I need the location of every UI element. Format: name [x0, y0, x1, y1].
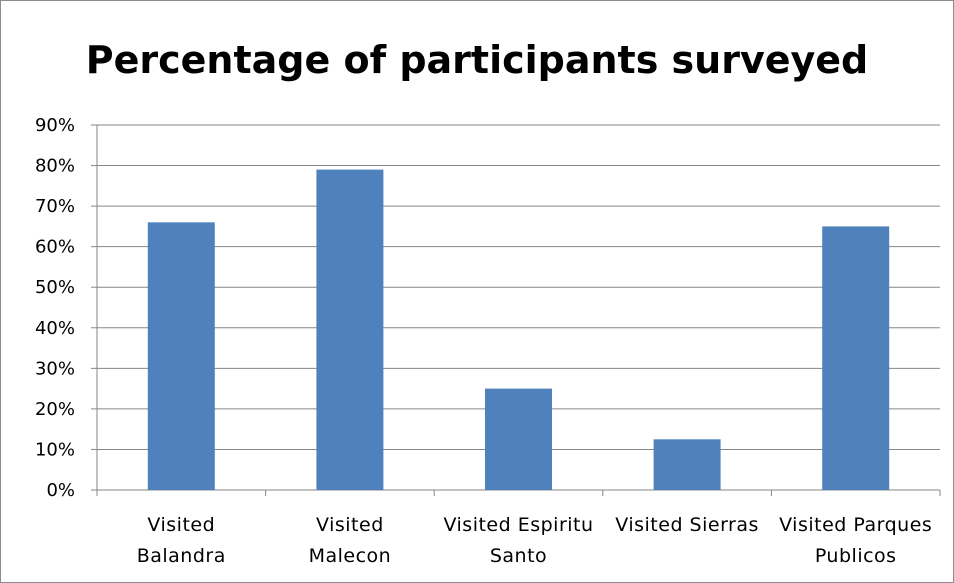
- chart-title: Percentage of participants surveyed: [85, 38, 869, 82]
- x-category-label: Visited: [147, 514, 215, 536]
- y-tick-label: 80%: [35, 156, 75, 177]
- y-tick-label: 10%: [35, 439, 75, 460]
- x-category-label: Publicos: [815, 545, 897, 567]
- y-tick-label: 50%: [35, 277, 75, 298]
- x-category-label: Malecon: [309, 545, 392, 567]
- bar: [822, 226, 890, 490]
- y-tick-label: 20%: [35, 399, 75, 420]
- x-category-label: Balandra: [137, 545, 226, 567]
- x-category-label: Visited Espiritu: [443, 514, 593, 536]
- x-category-label: Visited Sierras: [615, 514, 759, 536]
- y-tick-label: 60%: [35, 237, 75, 258]
- y-tick-label: 0%: [46, 480, 75, 501]
- y-tick-label: 30%: [35, 358, 75, 379]
- y-tick-label: 40%: [35, 318, 75, 339]
- x-category-label: Visited: [316, 514, 384, 536]
- bar: [147, 222, 215, 491]
- x-category-label: Santo: [490, 545, 547, 567]
- bar: [485, 388, 552, 490]
- y-tick-label: 90%: [35, 115, 75, 136]
- y-tick-label: 70%: [35, 196, 75, 217]
- bar: [316, 169, 384, 490]
- x-category-label: Visited Parques: [779, 514, 932, 536]
- bar: [653, 439, 721, 490]
